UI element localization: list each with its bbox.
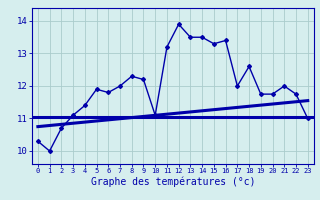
X-axis label: Graphe des températures (°c): Graphe des températures (°c) (91, 177, 255, 187)
